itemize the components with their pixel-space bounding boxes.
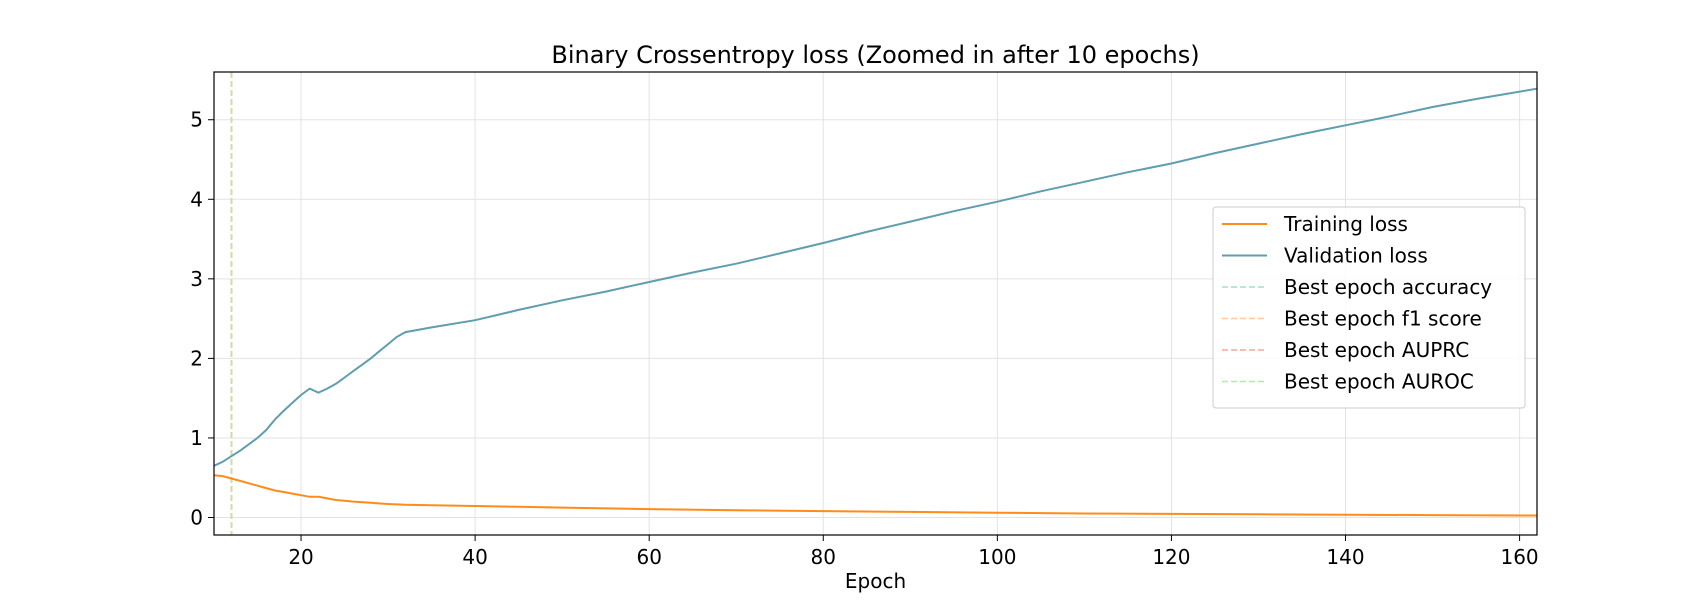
axis-ticks: 20 40 60 80 100 120 140 160 0 1 2 3 4 5 — [190, 108, 1538, 569]
x-axis-label: Epoch — [845, 569, 906, 593]
y-tick-label: 5 — [190, 108, 203, 132]
x-tick-label: 20 — [288, 545, 313, 569]
y-tick-label: 1 — [190, 426, 203, 450]
legend-label-best-epoch-auprc: Best epoch AUPRC — [1284, 338, 1469, 362]
legend-label-training-loss: Training loss — [1283, 212, 1408, 236]
y-tick-label: 0 — [190, 505, 203, 529]
legend-box — [1212, 206, 1526, 409]
y-tick-label: 4 — [190, 187, 203, 211]
plot-frame — [213, 71, 1538, 536]
legend-label-best-epoch-accuracy: Best epoch accuracy — [1284, 275, 1492, 299]
x-tick-label: 60 — [636, 545, 661, 569]
series-training-loss — [213, 474, 1538, 517]
y-tick-label: 2 — [190, 346, 203, 370]
series-lines — [213, 87, 1538, 517]
y-tick-label: 3 — [190, 267, 203, 291]
x-tick-label: 40 — [462, 545, 487, 569]
x-tick-label: 160 — [1500, 545, 1538, 569]
legend: Training loss Validation loss Best epoch a… — [1212, 206, 1526, 409]
legend-label-best-epoch-f1-score: Best epoch f1 score — [1284, 307, 1482, 331]
x-tick-label: 100 — [978, 545, 1016, 569]
x-tick-label: 80 — [811, 545, 836, 569]
legend-label-validation-loss: Validation loss — [1284, 244, 1428, 268]
grid — [214, 72, 1537, 535]
series-validation-loss — [213, 87, 1538, 467]
x-tick-label: 120 — [1152, 545, 1190, 569]
chart-title: Binary Crossentropy loss (Zoomed in afte… — [551, 41, 1199, 69]
legend-label-best-epoch-auroc: Best epoch AUROC — [1284, 370, 1474, 394]
x-tick-label: 140 — [1326, 545, 1364, 569]
